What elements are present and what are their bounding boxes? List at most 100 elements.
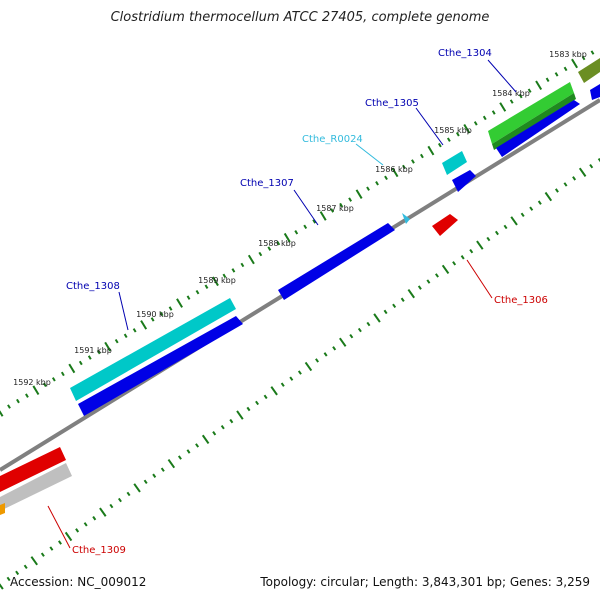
minor-tick [400, 297, 405, 302]
minor-tick [42, 382, 47, 387]
minor-tick [392, 303, 397, 309]
minor-tick [6, 576, 11, 582]
major-tick [247, 254, 255, 265]
minor-tick [177, 455, 182, 460]
scale-label: 1589 kbp [198, 276, 236, 285]
minor-tick [469, 248, 474, 254]
minor-tick [75, 528, 80, 533]
minor-tick [455, 132, 460, 137]
major-tick [427, 145, 435, 156]
major-tick [167, 458, 176, 469]
minor-tick [160, 467, 165, 472]
cthe-1306-feature[interactable] [432, 214, 458, 236]
minor-tick [58, 540, 62, 545]
minor-tick [554, 188, 559, 193]
minor-tick [420, 153, 424, 159]
blue-feature-edge [590, 84, 600, 100]
blue-feature-1308[interactable] [78, 316, 243, 416]
minor-tick [437, 142, 442, 148]
minor-tick [482, 115, 487, 121]
minor-tick [384, 175, 388, 181]
minor-tick [348, 197, 353, 202]
scale-label: 1585 kbp [434, 126, 472, 135]
scale-label: 1592 kbp [13, 378, 51, 387]
minor-tick [383, 309, 388, 315]
scale-label: 1587 kbp [316, 204, 354, 213]
major-tick [68, 363, 76, 374]
minor-tick [150, 317, 155, 322]
minor-tick [7, 404, 11, 409]
minor-tick [212, 431, 217, 436]
minor-tick [315, 358, 319, 363]
minor-tick [289, 376, 294, 381]
major-tick [355, 189, 363, 199]
accession-label: Accession: NC_009012 [10, 575, 147, 589]
map-title: Clostridium thermocellum ATCC 27405, com… [110, 10, 490, 25]
blue-feature-top-right[interactable] [496, 100, 580, 157]
gene-label-cthe-1305[interactable]: Cthe_1305 [365, 98, 419, 109]
minor-tick [518, 93, 523, 99]
orange-feature[interactable] [0, 503, 5, 515]
minor-tick [229, 418, 234, 424]
cthe-1305-feature[interactable] [442, 151, 467, 175]
minor-tick [60, 371, 65, 377]
major-tick [476, 240, 484, 250]
minor-tick [435, 273, 439, 278]
minor-tick [491, 110, 496, 115]
minor-tick [323, 352, 328, 357]
minor-tick [231, 268, 236, 273]
minor-tick [195, 443, 200, 448]
label-leaders [47, 59, 517, 549]
cthe-1304-shade [492, 93, 576, 150]
minor-tick [87, 355, 92, 360]
cthe-1307-feature[interactable] [278, 223, 395, 300]
olive-feature[interactable] [578, 58, 600, 83]
gray-feature[interactable] [0, 463, 72, 511]
major-tick [544, 191, 553, 202]
minor-tick [83, 522, 88, 527]
inner-scale-ticks [0, 157, 600, 590]
cthe-1308-feature[interactable] [70, 298, 236, 401]
minor-tick [529, 206, 534, 211]
gene-label-cthe-1308[interactable]: Cthe_1308 [66, 281, 120, 292]
cthe-1304-feature[interactable] [488, 82, 574, 144]
gene-labels: Cthe_1304 Cthe_1305 Cthe_R0024 Cthe_1307… [66, 48, 548, 556]
gene-label-cthe-1306[interactable]: Cthe_1306 [494, 295, 548, 306]
gene-label-cthe-1304[interactable]: Cthe_1304 [438, 48, 492, 59]
minor-tick [503, 224, 508, 230]
blue-small-feature[interactable] [452, 170, 476, 192]
minor-tick [258, 251, 263, 257]
gene-label-cthe-1307[interactable]: Cthe_1307 [240, 178, 294, 189]
minor-tick [263, 394, 268, 400]
major-tick [64, 531, 73, 542]
major-tick [0, 583, 4, 590]
scale-label: 1591 kbp [74, 346, 112, 355]
major-tick [30, 556, 38, 566]
major-tick [236, 410, 244, 420]
major-tick [133, 483, 141, 493]
minor-tick [152, 473, 157, 478]
scale-label: 1588 kbp [258, 239, 296, 248]
minor-tick [563, 182, 568, 187]
minor-tick [589, 164, 594, 169]
major-tick [499, 102, 507, 112]
major-tick [270, 386, 278, 396]
cthe-r0024-feature[interactable] [402, 213, 410, 224]
minor-tick [294, 230, 299, 235]
minor-tick [520, 212, 525, 217]
minor-tick [16, 398, 20, 404]
minor-tick [494, 230, 499, 236]
minor-tick [92, 516, 97, 521]
gene-label-cthe-r0024[interactable]: Cthe_R0024 [302, 134, 363, 145]
gene-label-cthe-1309[interactable]: Cthe_1309 [72, 545, 126, 556]
minor-tick [303, 224, 308, 230]
minor-tick [402, 164, 406, 170]
minor-tick [417, 285, 422, 290]
minor-tick [114, 338, 119, 344]
minor-tick [255, 400, 260, 406]
cthe-1309-feature[interactable] [0, 447, 66, 492]
minor-tick [159, 311, 164, 317]
major-tick [304, 361, 313, 372]
minor-tick [312, 219, 317, 224]
minor-tick [117, 497, 122, 503]
